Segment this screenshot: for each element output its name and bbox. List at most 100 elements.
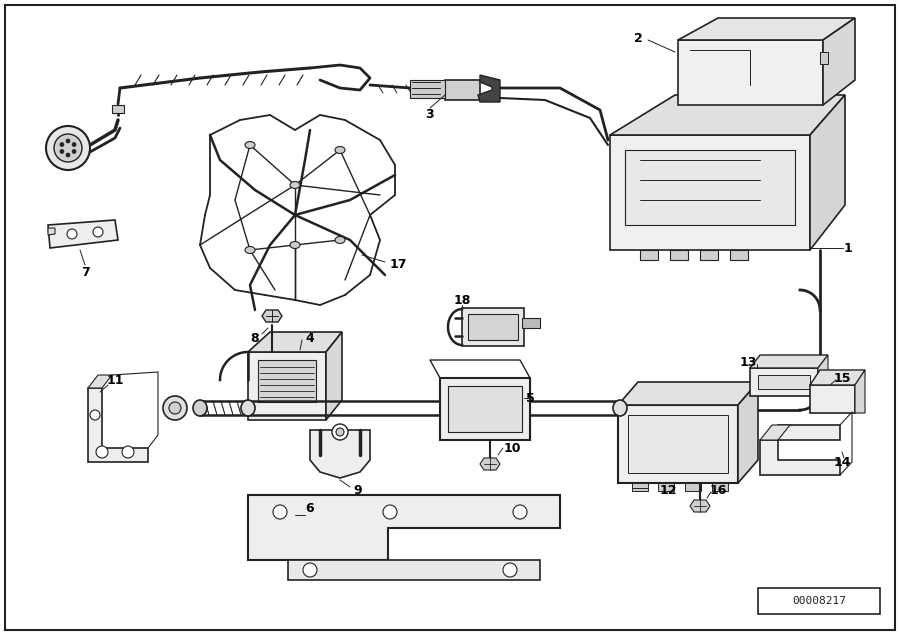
- Polygon shape: [618, 382, 758, 405]
- Polygon shape: [678, 18, 855, 40]
- Bar: [522, 318, 540, 328]
- Circle shape: [503, 563, 517, 577]
- Text: 1: 1: [843, 241, 852, 255]
- Circle shape: [513, 505, 527, 519]
- Text: 3: 3: [426, 109, 435, 121]
- Polygon shape: [310, 430, 370, 478]
- Polygon shape: [750, 355, 828, 368]
- Bar: [625, 150, 795, 225]
- Bar: [658, 483, 674, 491]
- Circle shape: [72, 142, 76, 147]
- Circle shape: [96, 446, 108, 458]
- Circle shape: [46, 126, 90, 170]
- Circle shape: [67, 229, 77, 239]
- Text: 18: 18: [454, 293, 471, 307]
- Polygon shape: [738, 382, 758, 483]
- Circle shape: [90, 410, 100, 420]
- Polygon shape: [478, 75, 500, 102]
- Polygon shape: [48, 228, 55, 235]
- Bar: [750, 368, 818, 396]
- Bar: [758, 375, 810, 389]
- Circle shape: [332, 424, 348, 440]
- Bar: [700, 250, 718, 260]
- Circle shape: [66, 139, 70, 143]
- Text: 17: 17: [389, 258, 407, 272]
- Polygon shape: [48, 220, 118, 248]
- Polygon shape: [262, 310, 282, 322]
- Bar: [678, 40, 823, 105]
- Ellipse shape: [241, 400, 255, 416]
- Text: 10: 10: [503, 441, 521, 455]
- Circle shape: [60, 142, 64, 147]
- Bar: [468, 314, 518, 340]
- Text: 00008217: 00008217: [792, 596, 846, 606]
- Circle shape: [383, 505, 397, 519]
- Ellipse shape: [335, 236, 345, 243]
- Polygon shape: [326, 332, 342, 420]
- Bar: [685, 483, 701, 491]
- Bar: [758, 588, 880, 614]
- Text: 12: 12: [659, 483, 677, 497]
- Circle shape: [163, 396, 187, 420]
- Polygon shape: [288, 560, 540, 580]
- Polygon shape: [818, 355, 828, 396]
- Ellipse shape: [613, 400, 627, 416]
- Bar: [610, 135, 810, 250]
- Bar: [410, 80, 445, 98]
- Polygon shape: [480, 458, 500, 470]
- Text: 16: 16: [709, 483, 726, 497]
- Bar: [462, 308, 524, 346]
- Bar: [258, 360, 316, 402]
- Circle shape: [66, 153, 70, 157]
- Text: 7: 7: [81, 265, 89, 279]
- Ellipse shape: [193, 400, 207, 416]
- Circle shape: [60, 149, 64, 154]
- Polygon shape: [760, 425, 790, 440]
- Circle shape: [169, 402, 181, 414]
- Polygon shape: [855, 370, 865, 413]
- Bar: [640, 250, 658, 260]
- Circle shape: [273, 505, 287, 519]
- Bar: [810, 385, 855, 413]
- Circle shape: [303, 563, 317, 577]
- Circle shape: [54, 134, 82, 162]
- Polygon shape: [810, 370, 865, 385]
- Text: 8: 8: [251, 331, 259, 345]
- Text: 9: 9: [354, 483, 363, 497]
- Text: 2: 2: [634, 32, 643, 44]
- Text: 4: 4: [306, 331, 314, 345]
- Polygon shape: [823, 18, 855, 105]
- Text: 15: 15: [833, 371, 850, 385]
- Polygon shape: [88, 388, 148, 462]
- Circle shape: [122, 446, 134, 458]
- Ellipse shape: [245, 246, 255, 253]
- Bar: [440, 378, 530, 440]
- Bar: [618, 405, 738, 483]
- Text: 11: 11: [106, 373, 124, 387]
- Bar: [820, 52, 828, 64]
- Bar: [628, 415, 728, 473]
- Text: 5: 5: [526, 392, 535, 404]
- Polygon shape: [88, 375, 112, 388]
- Polygon shape: [690, 500, 710, 512]
- Bar: [712, 483, 728, 491]
- Circle shape: [93, 227, 103, 237]
- Text: 13: 13: [739, 356, 757, 368]
- Ellipse shape: [290, 182, 300, 189]
- Polygon shape: [810, 95, 845, 250]
- Circle shape: [72, 149, 76, 154]
- Bar: [730, 250, 748, 260]
- Circle shape: [336, 428, 344, 436]
- Bar: [112, 105, 124, 113]
- Polygon shape: [248, 332, 342, 352]
- Ellipse shape: [335, 147, 345, 154]
- Bar: [445, 80, 480, 100]
- Bar: [448, 386, 522, 432]
- Ellipse shape: [290, 241, 300, 248]
- Ellipse shape: [245, 142, 255, 149]
- Bar: [670, 250, 688, 260]
- Text: 6: 6: [306, 502, 314, 514]
- Bar: [248, 352, 326, 420]
- Polygon shape: [248, 495, 560, 560]
- Bar: [632, 483, 648, 491]
